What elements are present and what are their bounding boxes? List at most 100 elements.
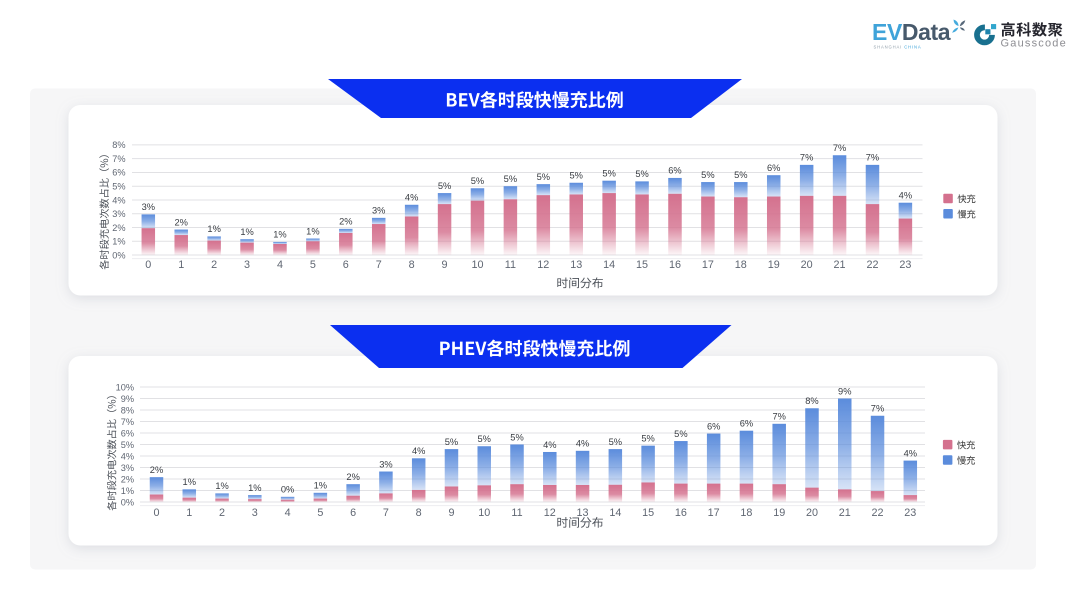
svg-text:6%: 6% [767,163,780,173]
svg-text:1%: 1% [207,224,220,234]
svg-text:1: 1 [186,507,192,519]
svg-text:7%: 7% [871,404,884,414]
svg-text:2%: 2% [339,217,352,227]
svg-text:1%: 1% [240,227,253,237]
svg-text:6%: 6% [112,168,125,178]
svg-text:1%: 1% [306,226,319,236]
svg-text:5%: 5% [445,437,458,447]
svg-text:0: 0 [145,259,151,271]
svg-text:4%: 4% [412,446,425,456]
svg-text:4%: 4% [405,193,418,203]
svg-text:7: 7 [376,259,382,271]
svg-text:10: 10 [478,507,490,519]
svg-text:3: 3 [244,259,250,271]
svg-text:18: 18 [740,507,752,519]
svg-text:3%: 3% [379,459,392,469]
svg-text:4%: 4% [904,448,917,458]
svg-text:16: 16 [669,259,681,271]
svg-text:4%: 4% [543,440,556,450]
svg-text:19: 19 [773,507,785,519]
svg-text:23: 23 [904,507,916,519]
svg-text:9: 9 [448,507,454,519]
svg-text:1%: 1% [215,481,228,491]
svg-text:2%: 2% [175,217,188,227]
svg-text:5%: 5% [121,440,134,450]
svg-text:5%: 5% [674,429,687,439]
svg-text:5%: 5% [471,176,484,186]
svg-text:11: 11 [505,259,516,271]
svg-text:8: 8 [416,507,422,519]
svg-text:10%: 10% [116,382,134,392]
svg-text:6%: 6% [121,428,134,438]
svg-text:Gausscode: Gausscode [1001,37,1067,49]
svg-text:1%: 1% [273,230,286,240]
svg-text:23: 23 [899,259,911,271]
svg-text:4: 4 [285,507,291,519]
svg-text:15: 15 [642,507,654,519]
svg-text:10: 10 [471,259,483,271]
svg-text:22: 22 [872,507,884,519]
svg-text:4%: 4% [576,439,589,449]
svg-text:6%: 6% [668,166,681,176]
svg-text:3%: 3% [142,202,155,212]
svg-text:7%: 7% [866,153,879,163]
svg-text:5%: 5% [504,174,517,184]
svg-text:11: 11 [511,507,522,519]
svg-text:20: 20 [801,259,813,271]
svg-text:9%: 9% [838,386,851,396]
svg-text:6: 6 [350,507,356,519]
svg-text:16: 16 [675,507,687,519]
svg-text:5%: 5% [602,169,615,179]
svg-text:17: 17 [702,259,714,271]
svg-text:3%: 3% [372,206,385,216]
svg-text:5: 5 [317,507,323,519]
svg-text:19: 19 [768,259,780,271]
svg-text:5%: 5% [641,433,654,443]
svg-text:5%: 5% [570,171,583,181]
svg-text:8%: 8% [805,396,818,406]
svg-text:4: 4 [277,259,283,271]
svg-text:2%: 2% [346,472,359,482]
svg-text:7%: 7% [800,153,813,163]
svg-text:12: 12 [544,507,556,519]
svg-text:13: 13 [570,259,582,271]
svg-text:9%: 9% [121,394,134,404]
svg-text:2: 2 [211,259,217,271]
svg-text:6%: 6% [707,421,720,431]
svg-text:2: 2 [219,507,225,519]
svg-text:5%: 5% [510,432,523,442]
svg-text:5: 5 [310,259,316,271]
svg-text:7%: 7% [121,417,134,427]
svg-text:15: 15 [636,259,648,271]
svg-text:5%: 5% [112,182,125,192]
svg-text:8%: 8% [121,405,134,415]
svg-text:2%: 2% [121,474,134,484]
svg-text:12: 12 [537,259,549,271]
svg-text:5%: 5% [701,170,714,180]
svg-text:2%: 2% [150,465,163,475]
svg-text:1%: 1% [121,486,134,496]
svg-text:14: 14 [603,259,615,271]
svg-text:8: 8 [409,259,415,271]
svg-text:3%: 3% [112,209,125,219]
svg-text:3: 3 [252,507,258,519]
svg-text:EVData: EVData [872,19,951,45]
svg-text:17: 17 [708,507,720,519]
svg-text:5%: 5% [438,181,451,191]
svg-text:18: 18 [735,259,747,271]
svg-text:7: 7 [383,507,389,519]
svg-text:0: 0 [153,507,159,519]
svg-text:1%: 1% [248,483,261,493]
svg-text:21: 21 [834,259,846,271]
svg-text:2%: 2% [112,223,125,233]
svg-text:21: 21 [839,507,851,519]
svg-text:0%: 0% [281,485,294,495]
svg-text:9: 9 [442,259,448,271]
svg-text:1%: 1% [112,237,125,247]
svg-text:0%: 0% [112,250,125,260]
svg-text:22: 22 [866,259,878,271]
svg-text:7%: 7% [833,143,846,153]
svg-text:6%: 6% [740,419,753,429]
svg-text:13: 13 [577,507,589,519]
svg-text:1%: 1% [183,477,196,487]
